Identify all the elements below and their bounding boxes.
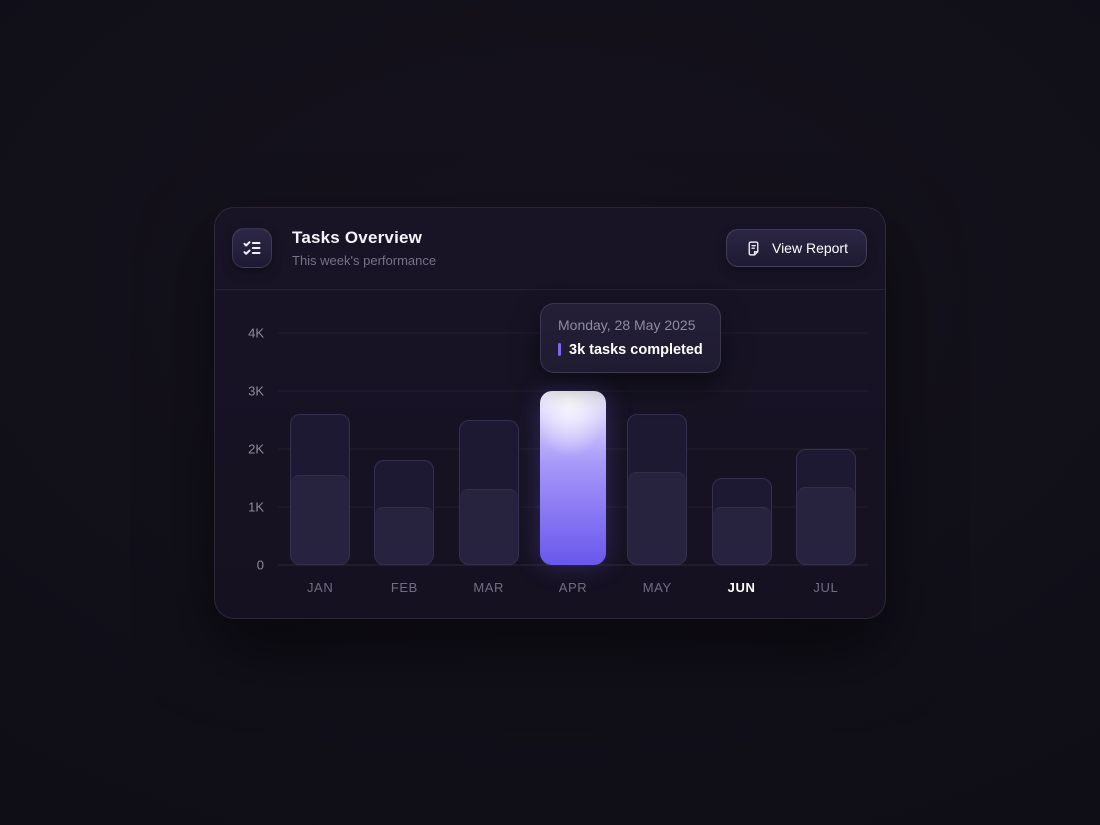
gridline-0 [278, 564, 868, 565]
list-checks-icon [243, 241, 261, 255]
bar-may[interactable] [627, 413, 688, 565]
card-header: Tasks Overview This week's performance V… [215, 208, 885, 290]
header-titles: Tasks Overview This week's performance [292, 228, 436, 268]
tasks-bar-chart: Monday, 28 May 2025 3k tasks completed 0… [215, 290, 885, 618]
report-note-icon [748, 240, 759, 256]
bar-mar[interactable] [458, 419, 519, 565]
tasks-overview-card: Tasks Overview This week's performance V… [214, 206, 886, 619]
bar-slot-jan [278, 333, 362, 565]
bar-fill-jul [796, 486, 855, 564]
bar-fill-mar [459, 489, 518, 564]
bar-fill-jun [712, 506, 771, 564]
y-tick-label-1K: 1K [248, 499, 264, 514]
x-label-jun: JUN [727, 579, 756, 595]
bar-slot-feb [362, 333, 446, 565]
plot-area: 0 1K 2K 3K 4K [248, 325, 868, 572]
x-label-jul: JUL [813, 579, 839, 595]
card-title: Tasks Overview [292, 228, 423, 247]
x-label-feb: FEB [390, 579, 418, 595]
x-label-may: MAY [642, 579, 672, 595]
bar-jun[interactable] [711, 477, 772, 565]
bar-slot-mar [447, 333, 531, 565]
bars-row [278, 333, 868, 565]
card-subtitle: This week's performance [292, 253, 437, 268]
y-tick-label-0: 0 [256, 557, 264, 572]
view-report-button[interactable]: View Report [725, 229, 867, 267]
y-tick-label-2K: 2K [248, 441, 264, 456]
tooltip-marker [558, 343, 561, 356]
bar-fill-jan [291, 474, 350, 564]
tooltip-date: Monday, 28 May 2025 [558, 316, 696, 333]
y-tick-label-3K: 3K [248, 383, 264, 398]
tooltip-value: 3k tasks completed [569, 341, 703, 358]
bar-slot-may [615, 333, 699, 565]
bar-jul[interactable] [795, 448, 856, 565]
x-axis-labels: JAN FEB MAR APR MAY JUN JUL [278, 580, 868, 595]
view-report-label: View Report [771, 240, 848, 256]
bar-feb[interactable] [374, 460, 435, 565]
bar-apr-highlighted[interactable] [539, 390, 606, 565]
bar-fill-may [628, 471, 687, 564]
bar-slot-apr [531, 333, 615, 565]
chart-tooltip: Monday, 28 May 2025 3k tasks completed [540, 302, 721, 373]
x-label-apr: APR [558, 579, 588, 595]
x-label-jan: JAN [306, 579, 334, 595]
y-tick-label-4K: 4K [248, 325, 264, 340]
bar-slot-jul [784, 333, 868, 565]
bar-slot-jun [699, 333, 783, 565]
bar-jan[interactable] [290, 413, 351, 565]
tasks-icon-tile [232, 228, 272, 268]
bar-fill-feb [375, 506, 434, 564]
x-label-mar: MAR [473, 579, 505, 595]
